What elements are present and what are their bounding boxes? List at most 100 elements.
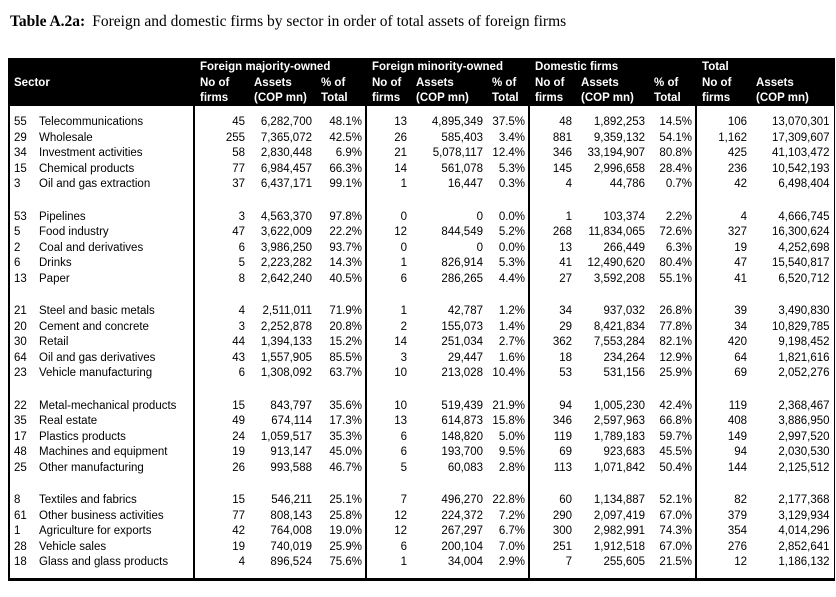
header-sub-row-1: Sector No of Assets % of No of Assets % … xyxy=(9,76,835,106)
dom-pct-cell: 42.4% xyxy=(659,399,693,412)
dom-no-cell: 113 xyxy=(528,460,577,476)
dom-pct-cell: 26.8% xyxy=(659,305,693,317)
sector-name-cell: Other manufacturing xyxy=(39,461,144,474)
col-header-fmin-assets: Assets xyxy=(411,76,487,91)
sector-name-cell: Pipelines xyxy=(39,210,86,223)
fmin-assets-cell: 0 xyxy=(476,241,483,254)
sector-id-cell: 3 xyxy=(14,178,21,190)
col-header-fmin-firms: firms xyxy=(365,91,411,106)
fmin-assets-cell: 585,403 xyxy=(441,131,483,144)
sector-id-cell: 22 xyxy=(14,399,27,412)
empty-cell xyxy=(37,106,194,115)
fmaj-no-cell: 47 xyxy=(193,225,249,241)
fmin-assets-cell: 60,083 xyxy=(447,461,483,474)
dom-pct-cell: 12.9% xyxy=(659,351,693,364)
fmaj-pct-cell: 71.9% xyxy=(329,305,362,317)
fmaj-assets-cell: 6,437,171 xyxy=(260,178,312,190)
fmaj-assets-cell: 3,622,009 xyxy=(260,226,312,238)
empty-cell xyxy=(193,381,249,399)
col-header-fmin-pct-of: % of xyxy=(487,76,530,91)
fmin-assets-cell: 0 xyxy=(476,210,483,223)
fmin-assets-cell: 5,078,117 xyxy=(432,147,483,159)
sector-name-cell: Chemical products xyxy=(39,162,135,175)
fmaj-no-cell: 45 xyxy=(193,115,249,131)
total-no-cell: 82 xyxy=(695,493,752,509)
fmin-assets-cell: 148,820 xyxy=(441,430,483,443)
dom-pct-cell: 77.8% xyxy=(659,320,693,333)
total-no-cell: 94 xyxy=(695,445,752,461)
total-no-cell: 276 xyxy=(695,539,752,555)
fmaj-pct-cell: 35.3% xyxy=(329,430,362,443)
col-header-fmin-total: Total xyxy=(487,91,530,106)
empty-cell xyxy=(695,381,752,399)
sector-name-cell: Vehicle manufacturing xyxy=(39,367,153,379)
table-row: 35 Real estate 49 674,114 17.3% 13 614,873 15.8… xyxy=(9,414,834,430)
dom-pct-cell: 59.7% xyxy=(659,430,693,443)
dom-pct-cell: 55.1% xyxy=(659,272,693,285)
total-assets-cell: 13,070,301 xyxy=(771,116,830,128)
fmaj-no-cell: 3 xyxy=(193,319,249,335)
sector-name-cell: Machines and equipment xyxy=(39,446,168,458)
group-spacer-row xyxy=(9,287,834,304)
fmin-assets-cell: 200,104 xyxy=(441,540,483,553)
empty-cell xyxy=(487,571,529,580)
fmin-pct-cell: 7.2% xyxy=(498,509,526,522)
fmaj-pct-cell: 48.1% xyxy=(329,116,362,128)
empty-cell xyxy=(193,570,249,580)
fmin-pct-cell: 3.4% xyxy=(498,131,526,144)
dom-assets-cell: 234,264 xyxy=(603,351,646,364)
fmaj-assets-cell: 2,252,878 xyxy=(260,320,312,333)
total-assets-cell: 4,014,296 xyxy=(778,525,830,537)
fmaj-assets-cell: 1,308,092 xyxy=(260,367,312,379)
sector-id-cell: 13 xyxy=(14,272,27,285)
fmaj-no-cell: 6 xyxy=(193,240,249,256)
total-no-cell: 4 xyxy=(695,209,752,225)
total-assets-cell: 6,498,404 xyxy=(778,178,830,190)
empty-cell xyxy=(695,287,752,304)
empty-cell xyxy=(649,287,696,304)
fmin-no-cell: 14 xyxy=(365,335,411,351)
dom-pct-cell: 21.5% xyxy=(659,556,693,568)
dom-assets-cell: 3,592,208 xyxy=(593,272,646,285)
fmaj-pct-cell: 46.7% xyxy=(329,461,362,474)
dom-pct-cell: 6.3% xyxy=(665,241,693,254)
col-header-total-cop-mn: (COP mn) xyxy=(751,91,835,106)
dom-pct-cell: 72.6% xyxy=(659,226,693,238)
fmaj-no-cell: 26 xyxy=(193,460,249,476)
total-assets-cell: 17,309,607 xyxy=(771,131,830,144)
fmin-pct-cell: 4.4% xyxy=(498,272,526,285)
total-no-cell: 327 xyxy=(695,225,752,241)
fmaj-pct-cell: 25.1% xyxy=(329,494,362,506)
fmin-pct-cell: 0.0% xyxy=(498,241,526,254)
fmaj-pct-cell: 25.9% xyxy=(329,540,362,553)
fmin-no-cell: 1 xyxy=(365,177,411,193)
col-group-foreign-majority: Foreign majority-owned xyxy=(193,58,366,76)
empty-cell xyxy=(695,476,752,493)
sector-id-cell: 34 xyxy=(14,147,27,159)
fmin-pct-cell: 12.4% xyxy=(492,147,526,159)
fmaj-no-cell: 37 xyxy=(193,177,249,193)
fmaj-assets-cell: 7,365,072 xyxy=(260,131,312,144)
sector-id-cell: 28 xyxy=(14,540,27,553)
dom-no-cell: 18 xyxy=(528,350,577,366)
total-assets-cell: 10,829,785 xyxy=(771,320,830,333)
dom-no-cell: 362 xyxy=(528,335,577,351)
sector-name-cell: Telecommunications xyxy=(39,116,144,128)
total-assets-cell: 2,997,520 xyxy=(778,430,830,443)
header-sub-row-2: firms (COP mn) Total firms (COP mn) Tota… xyxy=(9,91,835,106)
empty-cell xyxy=(576,106,649,115)
fmin-pct-cell: 1.6% xyxy=(498,351,526,364)
empty-cell xyxy=(576,382,649,399)
table-row: 17 Plastics products 24 1,059,517 35.3% 6 148,… xyxy=(9,429,834,445)
sector-name-cell: Cement and concrete xyxy=(39,320,149,333)
total-no-cell: 47 xyxy=(695,256,752,272)
sector-name-cell: Plastics products xyxy=(39,430,126,443)
dom-assets-cell: 531,156 xyxy=(603,367,646,379)
total-no-cell: 236 xyxy=(695,161,752,177)
dom-assets-cell: 103,374 xyxy=(603,210,646,223)
total-assets-cell: 2,052,276 xyxy=(778,367,830,379)
empty-cell xyxy=(751,106,834,115)
fmin-no-cell: 14 xyxy=(365,161,411,177)
table-row: 20 Cement and concrete 3 2,252,878 20.8% 2 155… xyxy=(9,319,834,335)
empty-cell xyxy=(576,193,649,210)
